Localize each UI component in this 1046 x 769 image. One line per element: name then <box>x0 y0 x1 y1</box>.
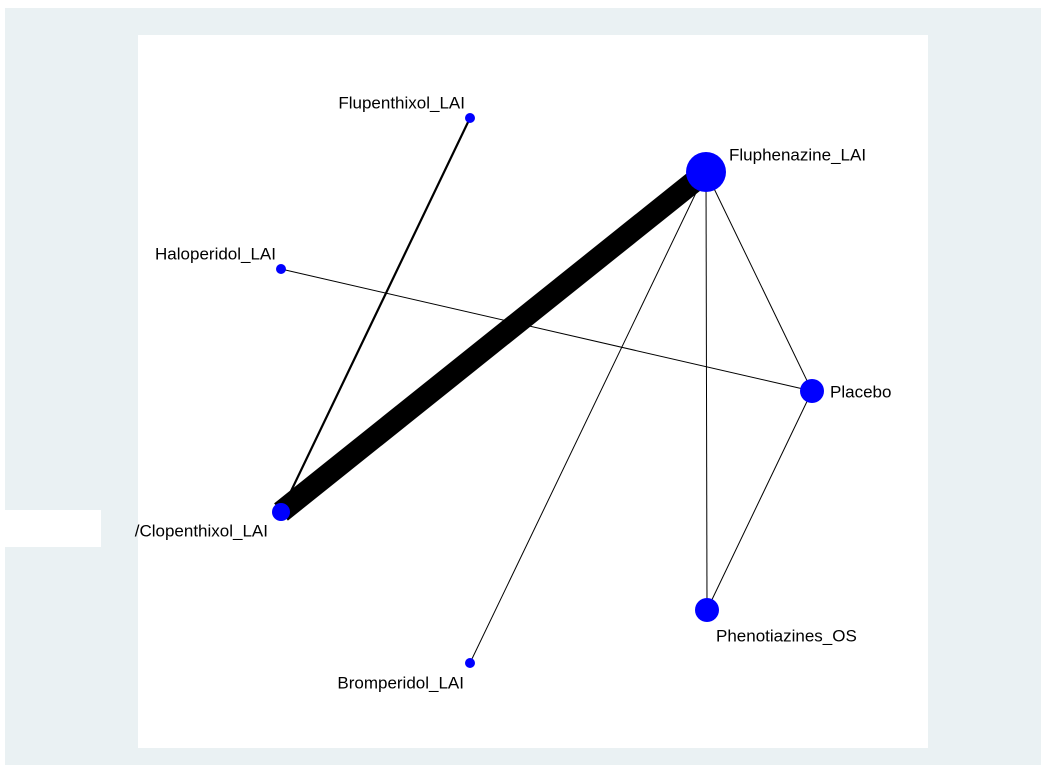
node-label: Placebo <box>830 382 891 401</box>
node-label: /Clopenthixol_LAI <box>135 521 268 540</box>
edge <box>705 171 708 611</box>
edge <box>280 268 813 392</box>
edge <box>706 390 813 611</box>
plot-region <box>138 35 928 748</box>
edge <box>274 163 713 521</box>
edge <box>469 171 707 664</box>
node-label: Haloperidol_LAI <box>155 244 276 263</box>
node-label: Bromperidol_LAI <box>337 673 464 692</box>
edge <box>705 171 813 392</box>
node <box>800 379 824 403</box>
node <box>695 598 719 622</box>
node-label: Phenotiazines_OS <box>716 626 857 645</box>
node-label: Fluphenazine_LAI <box>729 145 866 164</box>
node-label: Flupenthixol_LAI <box>338 93 465 112</box>
edge <box>280 117 471 513</box>
label-mask <box>5 510 101 547</box>
node <box>465 113 475 123</box>
node <box>465 658 475 668</box>
node <box>276 264 286 274</box>
node <box>686 152 726 192</box>
nodes <box>272 113 824 668</box>
edges <box>274 117 813 664</box>
node <box>272 503 290 521</box>
